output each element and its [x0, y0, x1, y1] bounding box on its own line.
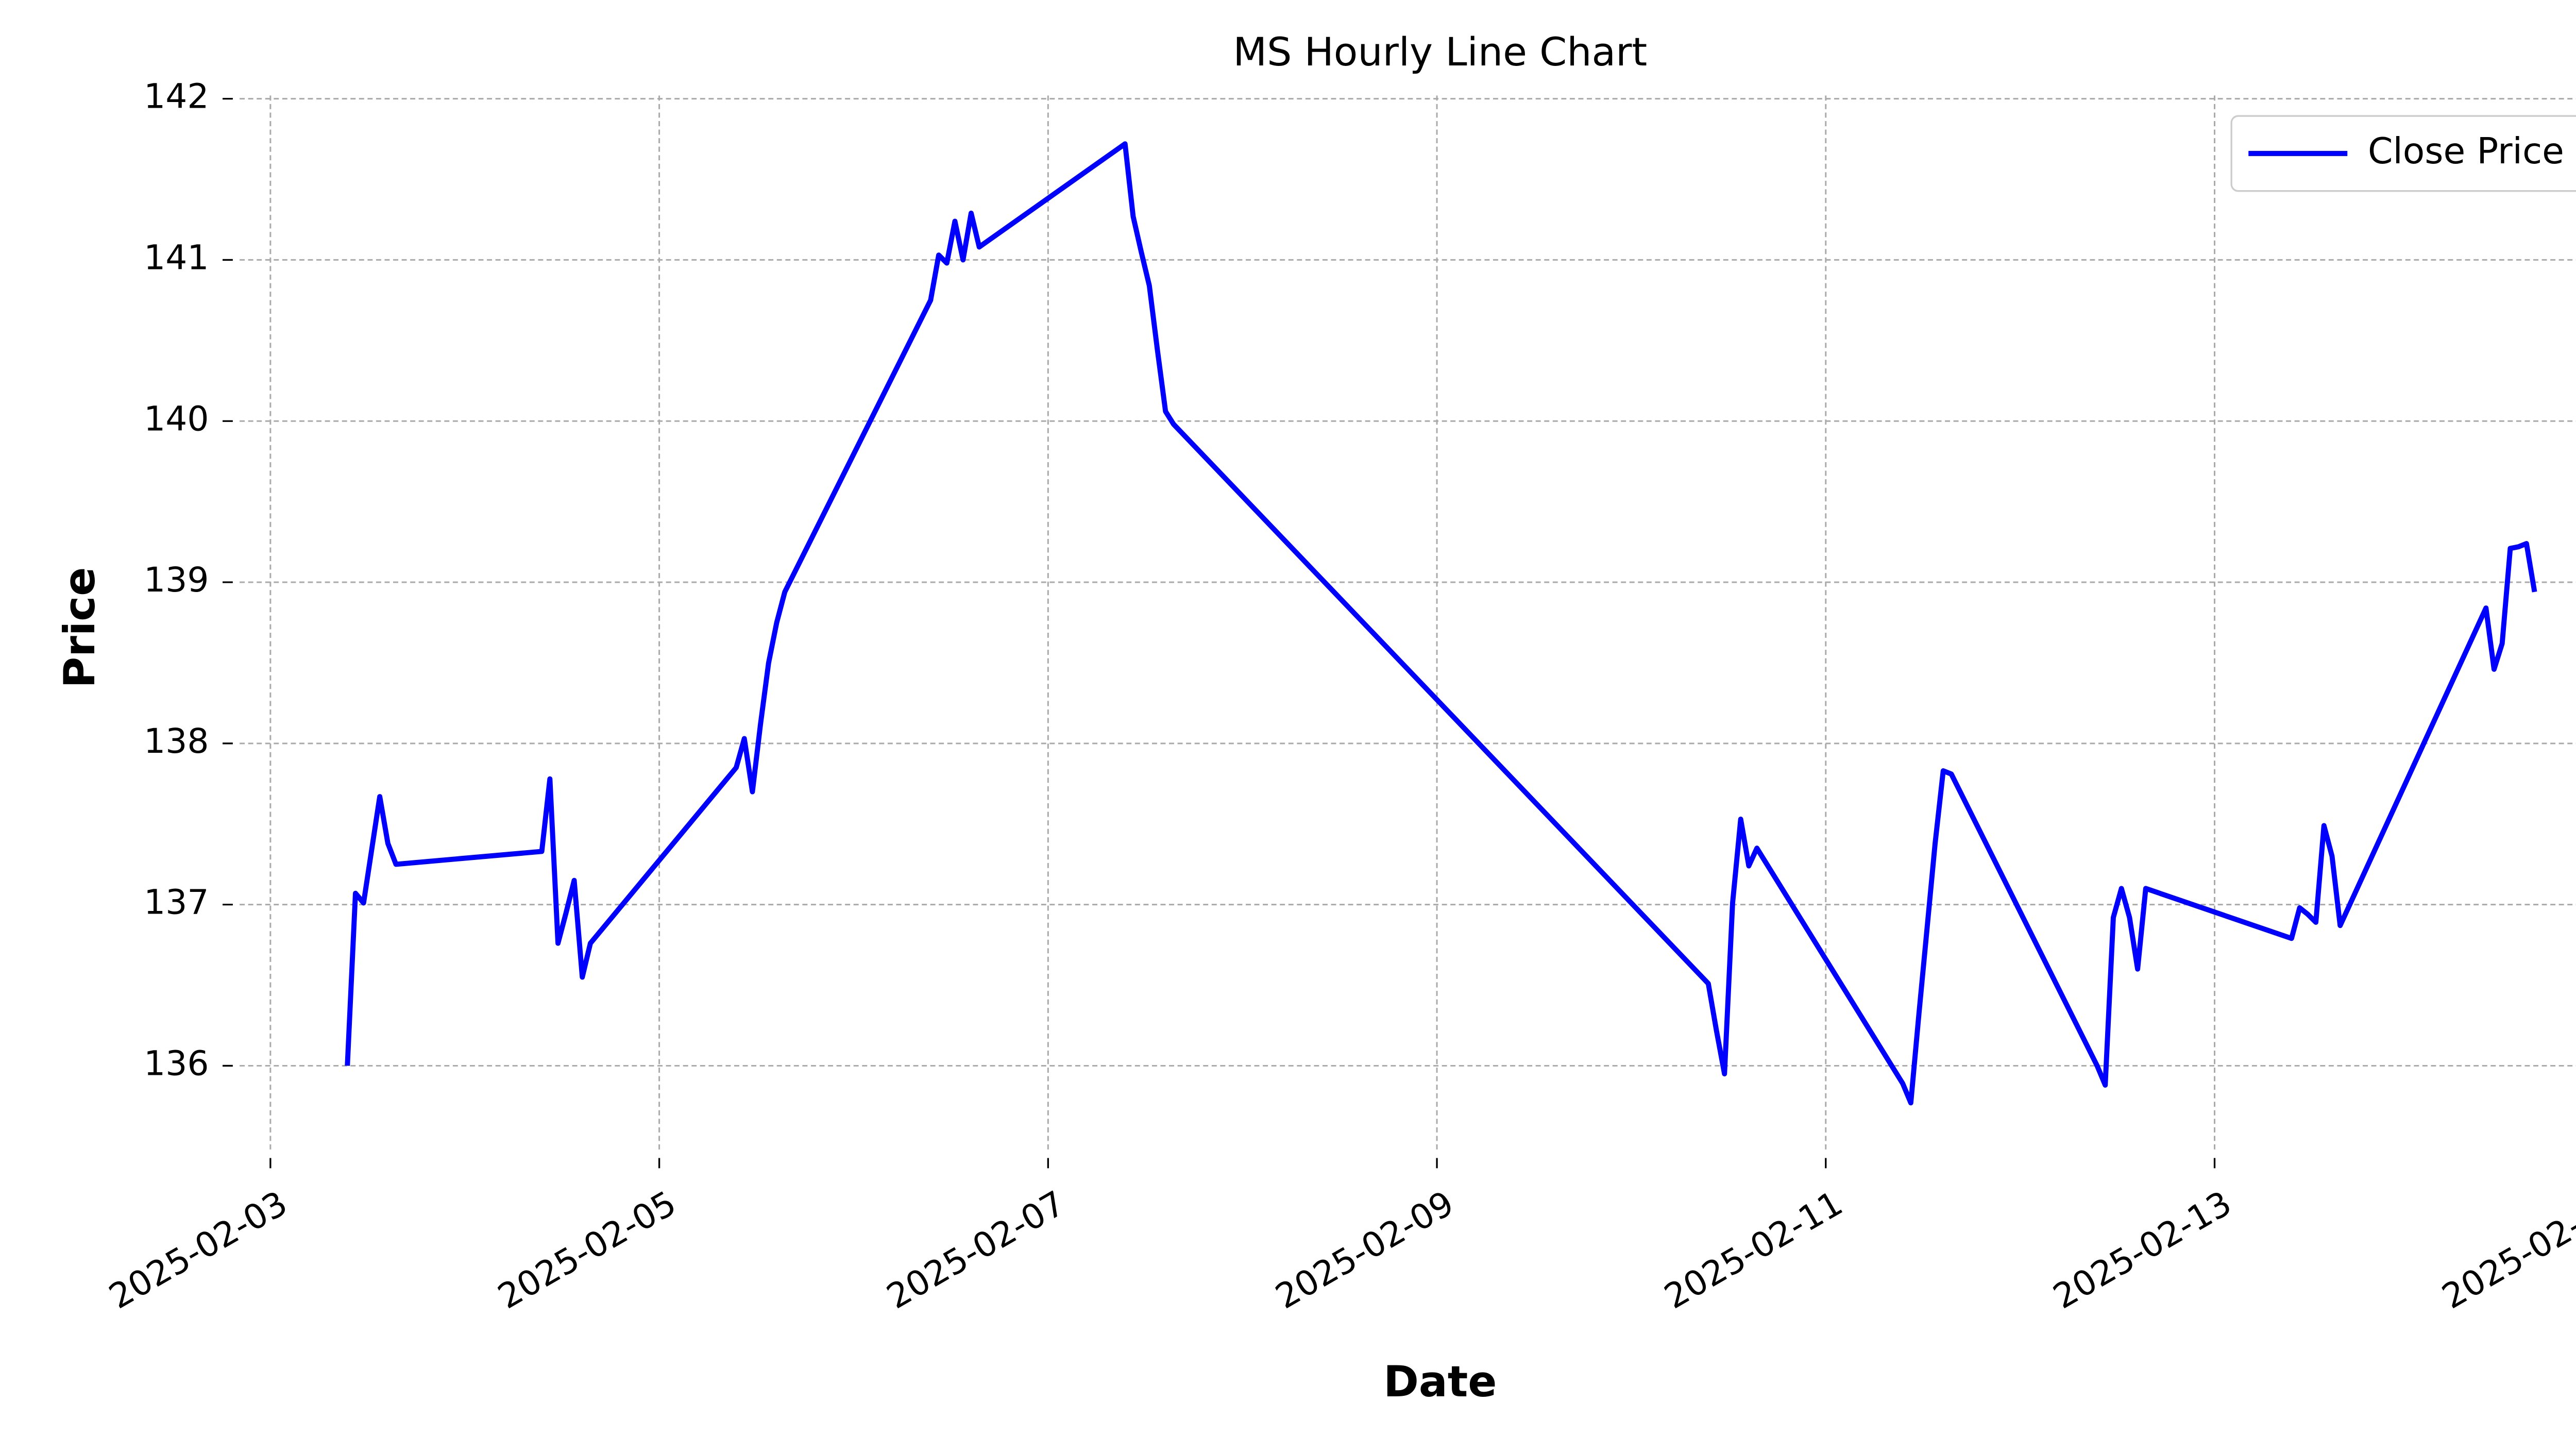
legend: Close Price — [2230, 115, 2576, 192]
legend-box — [2230, 115, 2576, 192]
y-tick-label: 139 — [144, 560, 209, 600]
x-tick-label: 2025-02-09 — [1269, 1183, 1461, 1316]
y-tick-label: 140 — [144, 399, 209, 438]
x-tick-label: 2025-02-11 — [1658, 1183, 1850, 1316]
x-tick-label: 2025-02-07 — [880, 1183, 1072, 1316]
y-tick-label: 136 — [144, 1044, 209, 1084]
x-axis-label: Date — [1383, 1357, 1497, 1407]
y-tick-label: 137 — [144, 883, 209, 922]
y-tick-label: 142 — [144, 77, 209, 116]
x-tick-label: 2025-02-15 — [2435, 1183, 2576, 1316]
x-tick-label: 2025-02-13 — [2047, 1183, 2239, 1316]
y-tick-label: 138 — [144, 721, 209, 761]
data-line — [345, 141, 2537, 1106]
chart-title: MS Hourly Line Chart — [1233, 29, 1647, 75]
x-tick-label: 2025-02-03 — [103, 1183, 294, 1316]
legend-label: Close Price — [2368, 130, 2564, 172]
y-axis-label: Price — [55, 567, 105, 688]
y-tick-label: 141 — [144, 238, 209, 277]
x-tick-label: 2025-02-05 — [492, 1183, 683, 1316]
